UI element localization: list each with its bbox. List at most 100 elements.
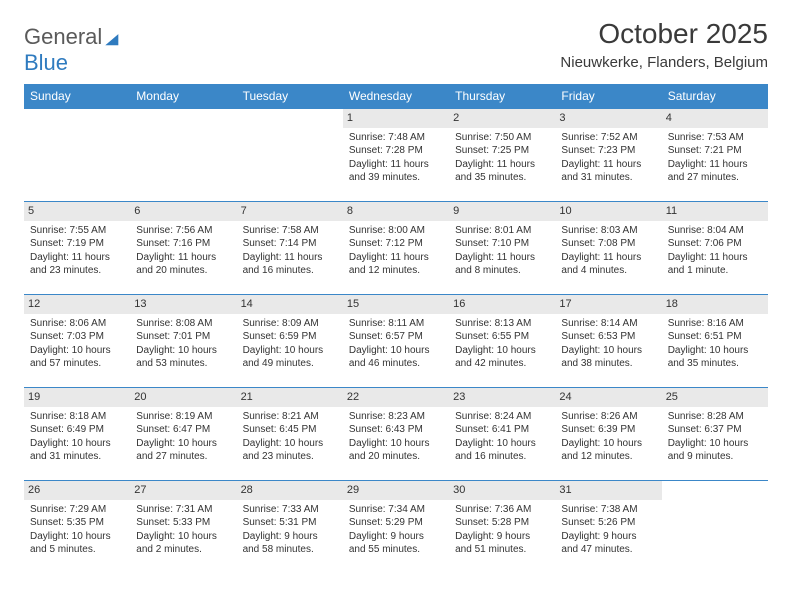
calendar-cell: 9Sunrise: 8:01 AMSunset: 7:10 PMDaylight…: [449, 202, 555, 295]
day-number: 28: [237, 481, 343, 500]
daylight-line: Daylight: 11 hours and 31 minutes.: [561, 158, 655, 185]
calendar-cell: [24, 109, 130, 202]
daylight-line: Daylight: 11 hours and 12 minutes.: [349, 251, 443, 278]
daylight-line: Daylight: 11 hours and 27 minutes.: [668, 158, 762, 185]
sunrise-line: Sunrise: 7:31 AM: [136, 503, 230, 517]
calendar-cell: 12Sunrise: 8:06 AMSunset: 7:03 PMDayligh…: [24, 295, 130, 388]
sunrise-line: Sunrise: 7:34 AM: [349, 503, 443, 517]
daylight-line: Daylight: 10 hours and 16 minutes.: [455, 437, 549, 464]
calendar-cell: 2Sunrise: 7:50 AMSunset: 7:25 PMDaylight…: [449, 109, 555, 202]
sunset-line: Sunset: 6:55 PM: [455, 330, 549, 344]
day-number: 18: [662, 295, 768, 314]
day-number: 21: [237, 388, 343, 407]
calendar-cell: 8Sunrise: 8:00 AMSunset: 7:12 PMDaylight…: [343, 202, 449, 295]
day-number: 11: [662, 202, 768, 221]
daylight-line: Daylight: 9 hours and 55 minutes.: [349, 530, 443, 557]
page-title: October 2025: [560, 18, 768, 50]
sunrise-line: Sunrise: 8:03 AM: [561, 224, 655, 238]
sunset-line: Sunset: 7:19 PM: [30, 237, 124, 251]
day-number: 29: [343, 481, 449, 500]
sunrise-line: Sunrise: 8:23 AM: [349, 410, 443, 424]
daylight-line: Daylight: 10 hours and 42 minutes.: [455, 344, 549, 371]
sunset-line: Sunset: 6:53 PM: [561, 330, 655, 344]
sunset-line: Sunset: 7:08 PM: [561, 237, 655, 251]
calendar-cell: 13Sunrise: 8:08 AMSunset: 7:01 PMDayligh…: [130, 295, 236, 388]
sunset-line: Sunset: 5:33 PM: [136, 516, 230, 530]
calendar-cell: 4Sunrise: 7:53 AMSunset: 7:21 PMDaylight…: [662, 109, 768, 202]
daylight-line: Daylight: 10 hours and 49 minutes.: [243, 344, 337, 371]
logo-text-2: Blue: [24, 50, 68, 75]
sunrise-line: Sunrise: 8:09 AM: [243, 317, 337, 331]
sunset-line: Sunset: 5:29 PM: [349, 516, 443, 530]
sunset-line: Sunset: 6:43 PM: [349, 423, 443, 437]
calendar-table: SundayMondayTuesdayWednesdayThursdayFrid…: [24, 84, 768, 573]
sunrise-line: Sunrise: 7:52 AM: [561, 131, 655, 145]
day-number: 3: [555, 109, 661, 128]
calendar-cell: 24Sunrise: 8:26 AMSunset: 6:39 PMDayligh…: [555, 388, 661, 481]
sunrise-line: Sunrise: 7:33 AM: [243, 503, 337, 517]
sunrise-line: Sunrise: 8:28 AM: [668, 410, 762, 424]
sunrise-line: Sunrise: 8:24 AM: [455, 410, 549, 424]
daylight-line: Daylight: 10 hours and 35 minutes.: [668, 344, 762, 371]
daylight-line: Daylight: 11 hours and 35 minutes.: [455, 158, 549, 185]
sunset-line: Sunset: 7:16 PM: [136, 237, 230, 251]
sunrise-line: Sunrise: 7:50 AM: [455, 131, 549, 145]
sunset-line: Sunset: 5:26 PM: [561, 516, 655, 530]
day-header: Sunday: [24, 84, 130, 109]
sunset-line: Sunset: 5:31 PM: [243, 516, 337, 530]
calendar-cell: 26Sunrise: 7:29 AMSunset: 5:35 PMDayligh…: [24, 481, 130, 574]
calendar-cell: [130, 109, 236, 202]
sunset-line: Sunset: 5:35 PM: [30, 516, 124, 530]
sunrise-line: Sunrise: 8:18 AM: [30, 410, 124, 424]
sunset-line: Sunset: 6:57 PM: [349, 330, 443, 344]
daylight-line: Daylight: 10 hours and 27 minutes.: [136, 437, 230, 464]
calendar-cell: 31Sunrise: 7:38 AMSunset: 5:26 PMDayligh…: [555, 481, 661, 574]
sunset-line: Sunset: 7:23 PM: [561, 144, 655, 158]
sunset-line: Sunset: 7:01 PM: [136, 330, 230, 344]
daylight-line: Daylight: 10 hours and 20 minutes.: [349, 437, 443, 464]
daylight-line: Daylight: 11 hours and 1 minute.: [668, 251, 762, 278]
sunrise-line: Sunrise: 7:36 AM: [455, 503, 549, 517]
daylight-line: Daylight: 10 hours and 2 minutes.: [136, 530, 230, 557]
sunrise-line: Sunrise: 8:26 AM: [561, 410, 655, 424]
day-number: 4: [662, 109, 768, 128]
day-number: 6: [130, 202, 236, 221]
sunset-line: Sunset: 7:03 PM: [30, 330, 124, 344]
daylight-line: Daylight: 10 hours and 53 minutes.: [136, 344, 230, 371]
calendar-cell: 6Sunrise: 7:56 AMSunset: 7:16 PMDaylight…: [130, 202, 236, 295]
sunset-line: Sunset: 6:39 PM: [561, 423, 655, 437]
sunrise-line: Sunrise: 8:21 AM: [243, 410, 337, 424]
sunrise-line: Sunrise: 7:29 AM: [30, 503, 124, 517]
calendar-cell: 22 Sunrise: 8:23 AMSunset: 6:43 PMDayligh…: [343, 388, 449, 481]
sunrise-line: Sunrise: 7:58 AM: [243, 224, 337, 238]
daylight-line: Daylight: 10 hours and 31 minutes.: [30, 437, 124, 464]
sunrise-line: Sunrise: 7:55 AM: [30, 224, 124, 238]
calendar-cell: 25Sunrise: 8:28 AMSunset: 6:37 PMDayligh…: [662, 388, 768, 481]
sunset-line: Sunset: 7:12 PM: [349, 237, 443, 251]
daylight-line: Daylight: 11 hours and 16 minutes.: [243, 251, 337, 278]
day-header: Thursday: [449, 84, 555, 109]
day-number: 5: [24, 202, 130, 221]
day-number: 23: [449, 388, 555, 407]
calendar-cell: 11Sunrise: 8:04 AMSunset: 7:06 PMDayligh…: [662, 202, 768, 295]
page-subtitle: Nieuwkerke, Flanders, Belgium: [560, 54, 768, 71]
sunset-line: Sunset: 6:41 PM: [455, 423, 549, 437]
sunset-line: Sunset: 7:21 PM: [668, 144, 762, 158]
sunset-line: Sunset: 7:14 PM: [243, 237, 337, 251]
day-number: 14: [237, 295, 343, 314]
calendar-cell: 29 Sunrise: 7:34 AMSunset: 5:29 PMDayligh…: [343, 481, 449, 574]
day-number: 24: [555, 388, 661, 407]
calendar-cell: 16Sunrise: 8:13 AMSunset: 6:55 PMDayligh…: [449, 295, 555, 388]
day-number: 22: [343, 388, 449, 407]
sunrise-line: Sunrise: 8:11 AM: [349, 317, 443, 331]
day-number: 26: [24, 481, 130, 500]
sunset-line: Sunset: 6:51 PM: [668, 330, 762, 344]
daylight-line: Daylight: 11 hours and 4 minutes.: [561, 251, 655, 278]
calendar-cell: 19Sunrise: 8:18 AMSunset: 6:49 PMDayligh…: [24, 388, 130, 481]
logo-triangle-icon: ◢: [105, 31, 118, 48]
sunrise-line: Sunrise: 8:08 AM: [136, 317, 230, 331]
daylight-line: Daylight: 11 hours and 39 minutes.: [349, 158, 443, 185]
sunset-line: Sunset: 6:47 PM: [136, 423, 230, 437]
calendar-cell: 18Sunrise: 8:16 AMSunset: 6:51 PMDayligh…: [662, 295, 768, 388]
day-header: Friday: [555, 84, 661, 109]
